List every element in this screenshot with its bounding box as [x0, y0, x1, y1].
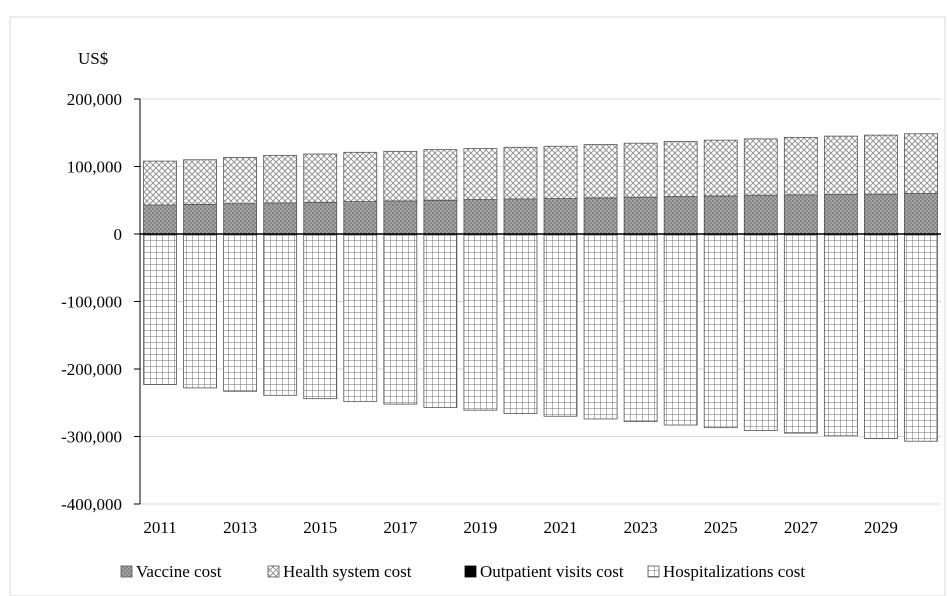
bar-segment-vaccine-cost [223, 203, 258, 235]
bar-segment-hospitalizations-cost [183, 234, 217, 389]
bar-segment-vaccine-cost [743, 194, 778, 235]
legend-item-hospitalizations-cost: Hospitalizations cost [647, 562, 805, 581]
bar-segment-hospitalizations-cost [383, 234, 418, 405]
bar-segment-vaccine-cost [823, 194, 858, 235]
bar-segment-vaccine-cost [663, 196, 698, 235]
bar-segment-vaccine-cost [143, 204, 177, 235]
bar-segment-hospitalizations-cost [303, 234, 338, 400]
bar-segment-hospitalizations-cost [783, 234, 818, 434]
legend-swatch [267, 565, 280, 578]
y-tick-label: -300,000 [61, 428, 122, 447]
bar-segment-vaccine-cost [623, 196, 658, 235]
bar-segment-health-system-cost [663, 141, 698, 197]
bar-segment-vaccine-cost [383, 200, 418, 235]
bar-segment-hospitalizations-cost [703, 234, 738, 429]
bar-segment-health-system-cost [183, 159, 217, 205]
x-tick-label: 2017 [383, 518, 418, 537]
bar-segment-health-system-cost [143, 160, 177, 206]
bar-segment-health-system-cost [503, 146, 538, 200]
x-tick-label: 2015 [303, 518, 337, 537]
x-tick-label: 2011 [143, 518, 176, 537]
bar-segment-vaccine-cost [303, 201, 338, 235]
bar-segment-hospitalizations-cost [663, 234, 698, 426]
bar-segment-hospitalizations-cost [543, 234, 578, 417]
chart-border [9, 16, 946, 596]
y-axis-ticks: 200,000 100,000 0 -100,000 -200,000 -300,000 -… [61, 90, 122, 514]
gridlines [140, 98, 941, 505]
bar-segment-hospitalizations-cost [864, 234, 898, 439]
x-tick-label: 2029 [864, 518, 898, 537]
bar-segment-vaccine-cost [543, 198, 578, 235]
y-tick-label: -200,000 [61, 360, 122, 379]
bar-segment-hospitalizations-cost [583, 234, 618, 420]
bar-segment-health-system-cost [823, 135, 858, 195]
bar-segment-vaccine-cost [183, 203, 217, 235]
bar-segment-vaccine-cost [423, 199, 458, 235]
y-tick-label: -400,000 [61, 495, 122, 514]
bar-segment-vaccine-cost [583, 197, 618, 235]
y-tick-label: 0 [114, 225, 123, 244]
bar-segment-health-system-cost [543, 145, 578, 199]
x-tick-label: 2019 [463, 518, 497, 537]
legend-swatch [647, 565, 660, 578]
x-tick-label: 2021 [544, 518, 578, 537]
legend-label: Hospitalizations cost [663, 562, 805, 581]
legend-label: Outpatient visits cost [480, 562, 624, 581]
bar-segment-health-system-cost [703, 139, 738, 197]
bar-segment-health-system-cost [623, 142, 658, 198]
legend-label: Vaccine cost [136, 562, 222, 581]
legend-label: Health system cost [283, 562, 412, 581]
bar-segment-vaccine-cost [343, 201, 378, 235]
bar-segment-health-system-cost [223, 156, 258, 205]
bar-segment-hospitalizations-cost [423, 234, 458, 408]
x-tick-label: 2025 [704, 518, 738, 537]
legend-item-health-system-cost: Health system cost [267, 562, 412, 581]
bars [143, 133, 938, 442]
axes [134, 98, 941, 505]
bar-segment-hospitalizations-cost [223, 234, 258, 392]
bar-segment-health-system-cost [743, 138, 778, 196]
y-tick-label: -100,000 [61, 293, 122, 312]
bar-segment-health-system-cost [423, 149, 458, 201]
x-tick-label: 2023 [624, 518, 658, 537]
bar-segment-health-system-cost [864, 134, 898, 195]
bar-segment-hospitalizations-cost [343, 234, 378, 402]
legend-item-vaccine-cost: Vaccine cost [120, 562, 222, 581]
bar-segment-hospitalizations-cost [623, 234, 658, 423]
y-axis-unit-label: US$ [78, 49, 108, 68]
bar-segment-hospitalizations-cost [823, 234, 858, 437]
bar-segment-vaccine-cost [703, 195, 738, 235]
bar-segment-health-system-cost [263, 154, 298, 204]
legend: Vaccine cost Health system cost Outpatient… [120, 562, 805, 581]
bar-segment-health-system-cost [303, 153, 338, 203]
x-tick-label: 2027 [784, 518, 819, 537]
bar-segment-hospitalizations-cost [143, 234, 177, 385]
bar-segment-health-system-cost [463, 148, 498, 200]
bar-segment-hospitalizations-cost [743, 234, 778, 431]
x-tick-label: 2013 [223, 518, 257, 537]
legend-swatch [464, 565, 477, 578]
x-axis-ticks: 2011 2013 2015 2017 2019 2021 2023 2025 2027 2029 [143, 518, 898, 537]
bar-segment-vaccine-cost [263, 202, 298, 235]
bar-segment-vaccine-cost [904, 193, 938, 235]
bar-segment-hospitalizations-cost [503, 234, 538, 414]
bar-segment-vaccine-cost [463, 199, 498, 235]
bar-segment-health-system-cost [783, 137, 818, 196]
y-tick-label: 100,000 [67, 158, 122, 177]
bar-segment-health-system-cost [583, 144, 618, 199]
bar-segment-hospitalizations-cost [463, 234, 498, 411]
bar-segment-vaccine-cost [503, 198, 538, 235]
y-tick-label: 200,000 [67, 90, 122, 109]
legend-swatch [120, 565, 133, 578]
bar-segment-health-system-cost [383, 150, 418, 202]
bar-segment-health-system-cost [904, 133, 938, 194]
bar-segment-vaccine-cost [783, 194, 818, 235]
legend-item-outpatient-visits-cost: Outpatient visits cost [464, 562, 624, 581]
bar-segment-health-system-cost [343, 151, 378, 202]
bar-segment-hospitalizations-cost [904, 234, 938, 442]
bar-segment-vaccine-cost [864, 193, 898, 235]
bar-segment-hospitalizations-cost [263, 234, 298, 396]
